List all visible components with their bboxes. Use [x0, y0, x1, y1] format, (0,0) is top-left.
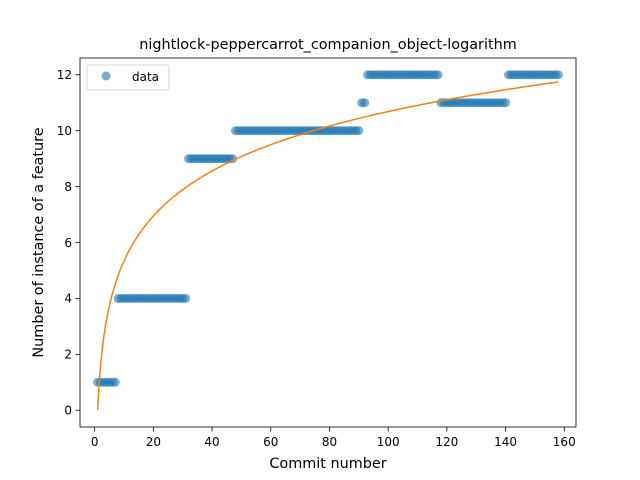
- y-tick-label: 6: [64, 236, 72, 250]
- x-tick-label: 120: [435, 435, 458, 449]
- legend-label-data: data: [132, 70, 159, 84]
- x-tick-label: 140: [494, 435, 517, 449]
- y-tick-label: 8: [64, 180, 72, 194]
- y-axis-ticks: 0 2 4 6 8 10 12: [57, 68, 80, 418]
- y-tick-label: 4: [64, 292, 72, 306]
- x-axis-label: Commit number: [269, 456, 386, 472]
- legend: data: [86, 64, 170, 91]
- data-point: [433, 70, 443, 80]
- x-tick-label: 100: [377, 435, 400, 449]
- y-tick-label: 2: [64, 348, 72, 362]
- chart-title: nightlock-peppercarrot_companion_object-…: [139, 37, 517, 53]
- fit-line: [96, 81, 559, 411]
- x-tick-label: 20: [146, 435, 161, 449]
- plot-marks: [93, 70, 563, 411]
- x-tick-label: 80: [322, 435, 337, 449]
- x-tick-label: 160: [553, 435, 576, 449]
- data-point: [181, 293, 191, 303]
- data-point: [553, 70, 563, 80]
- x-tick-label: 40: [204, 435, 219, 449]
- legend-marker-data: [101, 71, 111, 81]
- data-point: [501, 98, 511, 108]
- y-axis-label: Number of instance of a feature: [31, 127, 47, 357]
- data-point: [110, 377, 120, 387]
- x-tick-label: 0: [91, 435, 99, 449]
- x-tick-label: 60: [263, 435, 278, 449]
- data-point: [360, 98, 370, 108]
- y-tick-label: 10: [57, 124, 72, 138]
- y-tick-label: 12: [57, 68, 72, 82]
- x-axis-ticks: 0 20 40 60 80 100 120 140 160: [91, 427, 576, 449]
- data-point: [354, 126, 364, 136]
- legend-box: [86, 64, 170, 91]
- y-tick-label: 0: [64, 404, 72, 418]
